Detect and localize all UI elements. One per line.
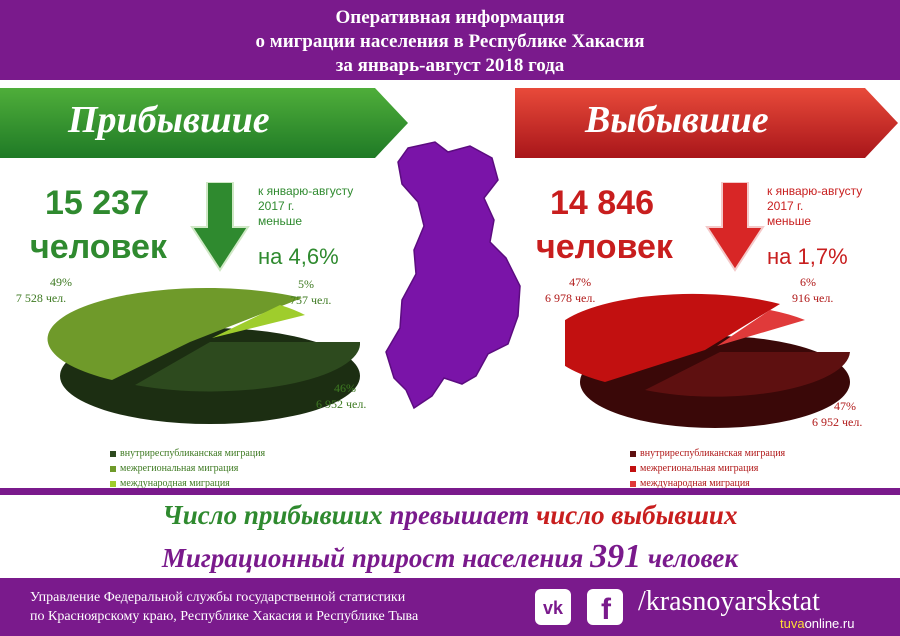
arrivals-interregional-count: 7 528 чел. <box>15 291 67 305</box>
header-line-2: о миграции населения в Республике Хакаси… <box>255 31 645 52</box>
departures-legend-item: внутриреспубликанская миграция <box>630 446 785 461</box>
legend-swatch <box>110 480 116 487</box>
legend-label: внутриреспубликанская миграция <box>640 448 786 459</box>
section-divider <box>0 488 900 495</box>
arrivals-compare-line-1: к январю-августу <box>258 184 354 198</box>
arrivals-total-number: 15 237 <box>45 184 149 222</box>
departures-compare-pct: на 1,7% <box>767 244 848 269</box>
legend-swatch <box>630 450 636 457</box>
legend-label: межрегиональная миграция <box>640 463 759 474</box>
footer-bar: Управление Федеральной службы государств… <box>0 578 900 636</box>
departures-legend-item: международная миграция <box>630 476 785 491</box>
arrivals-compare-pct: на 4,6% <box>258 244 339 269</box>
departures-label-internal: 47% 6 952 чел. <box>812 398 862 430</box>
departures-label-international: 6% 916 чел. <box>792 274 833 306</box>
departures-internal-count: 6 952 чел. <box>812 415 863 429</box>
conclusion-departures-text: число выбывших <box>536 500 738 530</box>
arrivals-down-arrow-icon <box>190 182 250 272</box>
arrivals-banner-arrow-shape <box>0 88 408 158</box>
departures-banner-arrow-shape <box>515 88 898 158</box>
arrivals-legend-item: межрегиональная миграция <box>110 461 265 476</box>
site-watermark: tuvaonline.ru <box>780 616 854 631</box>
legend-label: международная миграция <box>120 478 230 489</box>
arrivals-title: Прибывшие <box>68 99 270 141</box>
watermark-part-1: tuva <box>780 616 805 631</box>
departures-slice-international <box>717 310 805 346</box>
departures-internal-pct: 47% <box>834 399 856 413</box>
arrivals-interregional-pct: 49% <box>50 275 72 289</box>
departures-legend: внутриреспубликанская миграция межрегион… <box>630 446 785 491</box>
departures-total-unit: человек <box>536 228 673 266</box>
departures-pie-chart <box>565 293 850 428</box>
departures-legend-item: межрегиональная миграция <box>630 461 785 476</box>
migration-growth-unit: человек <box>647 543 739 573</box>
legend-swatch <box>110 465 116 472</box>
migration-growth-number: 391 <box>590 538 642 575</box>
departures-compare-line-3: меньше <box>767 214 812 228</box>
departures-down-arrow-icon <box>705 182 765 272</box>
legend-label: внутриреспубликанская миграция <box>120 448 266 459</box>
arrivals-legend-item: международная миграция <box>110 476 265 491</box>
departures-international-pct: 6% <box>800 275 816 289</box>
arrivals-label-interregional: 49% 7 528 чел. <box>16 274 72 306</box>
conclusion-exceeds-text: превышает <box>389 500 530 530</box>
departures-compare-line-1: к январю-августу <box>767 184 863 198</box>
arrivals-slice-international <box>212 305 305 338</box>
arrivals-internal-count: 6 952 чел. <box>316 397 367 411</box>
legend-label: международная миграция <box>640 478 750 489</box>
conclusion-line-2: Миграционный прирост населения 391 челов… <box>0 538 900 576</box>
arrivals-international-count: 757 чел. <box>290 293 332 307</box>
departures-banner: Выбывшие <box>515 88 900 158</box>
arrivals-total-unit: человек <box>30 228 167 266</box>
header-line-1: Оперативная информация <box>335 7 565 28</box>
legend-swatch <box>630 480 636 487</box>
legend-swatch <box>630 465 636 472</box>
departures-interregional-count: 6 978 чел. <box>545 291 596 305</box>
departures-compare-line-2: 2017 г. <box>767 199 804 213</box>
legend-swatch <box>110 450 116 457</box>
legend-label: межрегиональная миграция <box>120 463 239 474</box>
departures-interregional-pct: 47% <box>569 275 592 289</box>
arrivals-compare-line-3: меньше <box>258 214 303 228</box>
organization-line-2: по Красноярскому краю, Республике Хакаси… <box>30 609 419 624</box>
arrivals-label-internal: 46% 6 952 чел. <box>316 380 366 412</box>
arrivals-compare-line-2: 2017 г. <box>258 199 295 213</box>
departures-total-number: 14 846 <box>550 184 654 222</box>
arrivals-legend-item: внутриреспубликанская миграция <box>110 446 265 461</box>
header-banner: Оперативная информация о миграции населе… <box>0 0 900 80</box>
arrivals-legend: внутриреспубликанская миграция межрегион… <box>110 446 265 491</box>
departures-international-count: 916 чел. <box>792 291 834 305</box>
arrivals-international-pct: 5% <box>298 277 314 291</box>
migration-growth-text: Миграционный прирост населения <box>161 543 584 573</box>
arrivals-slice-interregional <box>47 287 302 380</box>
arrivals-internal-pct: 46% <box>334 381 356 395</box>
facebook-icon-label: f <box>601 593 612 626</box>
organization-name: Управление Федеральной службы государств… <box>30 588 418 626</box>
departures-slice-internal <box>645 352 850 397</box>
conclusion-arrivals-text: Число прибывших <box>162 500 383 530</box>
conclusion-line-1: Число прибывших превышает число выбывших <box>0 500 900 531</box>
facebook-icon[interactable]: f <box>586 588 624 626</box>
departures-title: Выбывшие <box>585 99 769 141</box>
organization-line-1: Управление Федеральной службы государств… <box>30 590 406 605</box>
arrivals-slice-internal <box>135 342 360 392</box>
arrivals-pie-chart <box>47 287 360 424</box>
departures-slice-interregional <box>565 293 780 382</box>
social-handle[interactable]: /krasnoyarskstat <box>638 586 820 617</box>
departures-label-interregional: 47% 6 978 чел. <box>545 274 595 306</box>
vk-icon[interactable]: vk <box>534 588 572 626</box>
vk-icon-label: vk <box>543 598 564 618</box>
header-line-3: за январь-август 2018 года <box>335 55 565 76</box>
khakassia-map-icon <box>385 141 521 410</box>
arrivals-label-international: 5% 757 чел. <box>290 276 331 308</box>
arrivals-banner: Прибывшие <box>0 88 410 158</box>
watermark-part-2: online.ru <box>804 616 855 631</box>
